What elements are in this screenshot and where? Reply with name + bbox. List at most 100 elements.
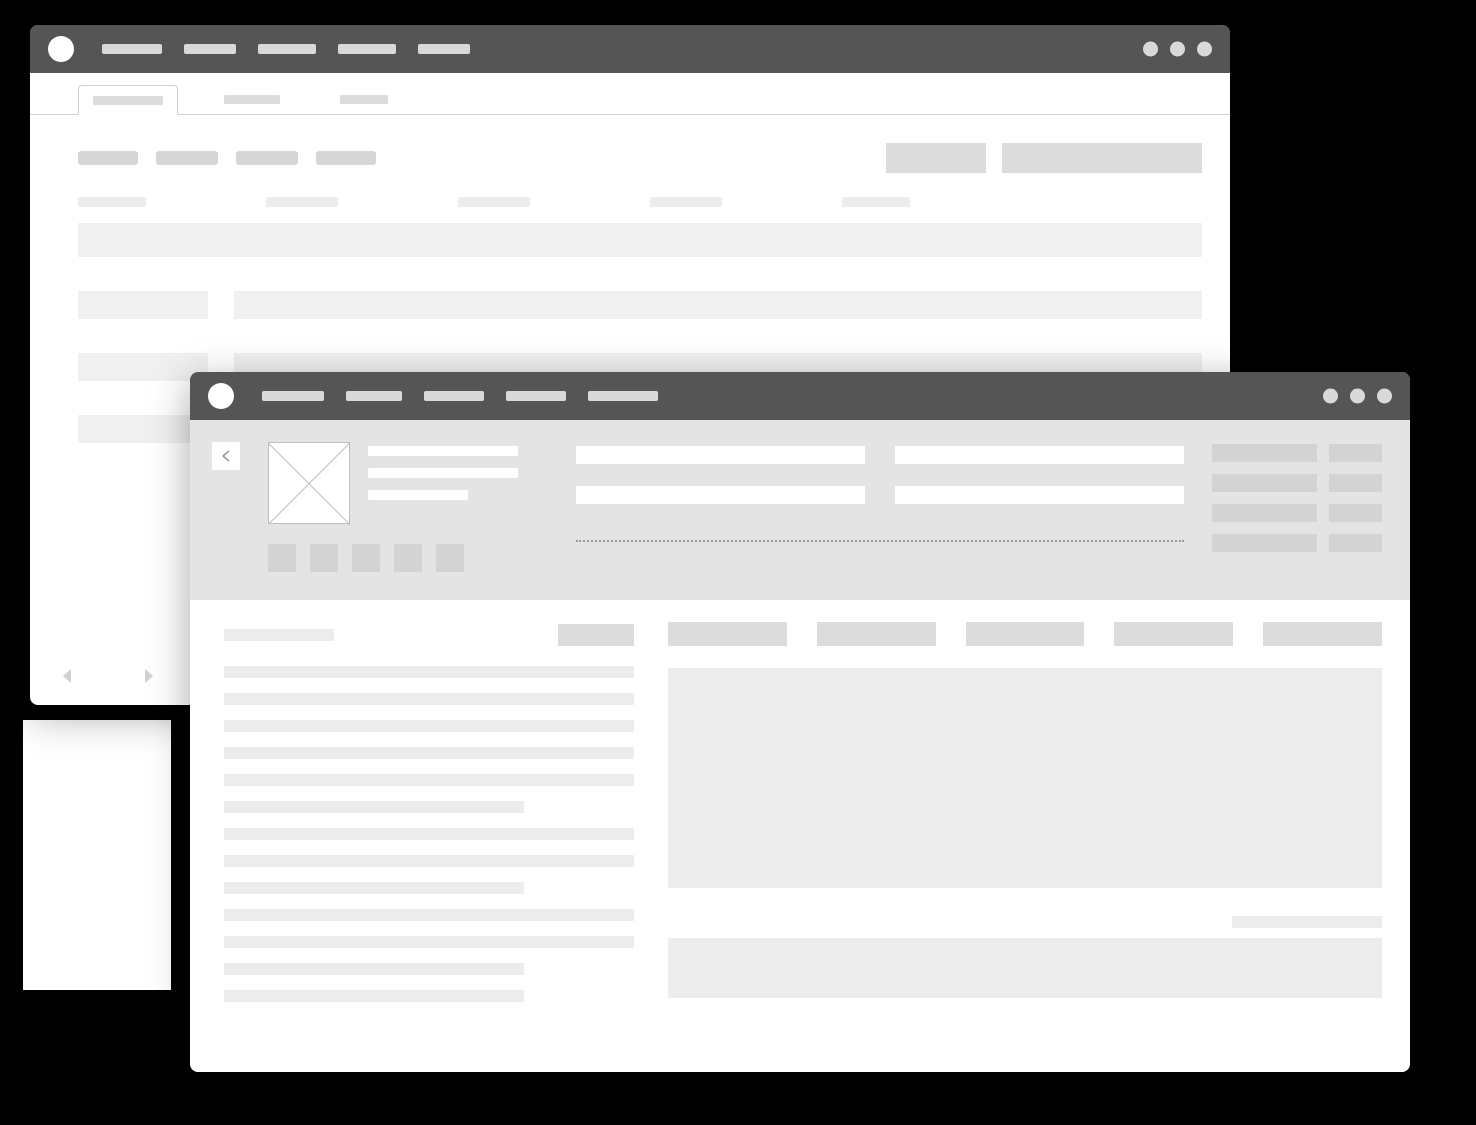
text-line — [224, 774, 634, 786]
text-line — [224, 747, 634, 759]
tab-label — [224, 95, 280, 104]
back-button[interactable] — [212, 442, 240, 470]
description-column — [224, 622, 634, 1072]
stat-label — [1212, 444, 1317, 462]
profile-text-line — [368, 468, 518, 478]
minimize-icon[interactable] — [1143, 42, 1158, 57]
field-row — [576, 486, 1184, 504]
profile-block — [268, 442, 548, 572]
text-line — [224, 882, 524, 894]
prev-page-icon[interactable] — [58, 666, 78, 691]
filter-pill[interactable] — [236, 151, 298, 165]
field-row — [576, 446, 1184, 464]
action-chip[interactable] — [394, 544, 422, 572]
titlebar — [30, 25, 1230, 73]
tab[interactable] — [78, 85, 178, 115]
stat-value — [1329, 444, 1382, 462]
detail-content — [190, 600, 1410, 1072]
field-value — [576, 486, 865, 504]
close-icon[interactable] — [1377, 389, 1392, 404]
section-title — [224, 629, 334, 641]
toolbar-button[interactable] — [886, 143, 986, 173]
text-line — [224, 828, 634, 840]
detail-hero — [190, 420, 1410, 600]
menu-item[interactable] — [588, 391, 658, 401]
text-line — [224, 990, 524, 1002]
app-menu — [262, 391, 658, 401]
summary-stats — [1212, 442, 1382, 572]
stat-row — [1212, 504, 1382, 522]
stat-label — [1212, 474, 1317, 492]
toolbar — [30, 115, 1230, 173]
maximize-icon[interactable] — [1350, 389, 1365, 404]
row-value — [234, 291, 1202, 319]
minimize-icon[interactable] — [1323, 389, 1338, 404]
text-line — [224, 666, 634, 678]
column-header — [842, 197, 910, 207]
detail-tab[interactable] — [966, 622, 1085, 646]
text-line — [224, 936, 634, 948]
menu-item[interactable] — [418, 44, 470, 54]
column-header — [458, 197, 530, 207]
stat-row — [1212, 444, 1382, 462]
tab-label — [340, 95, 388, 104]
field-value — [576, 446, 865, 464]
detail-tab[interactable] — [817, 622, 936, 646]
divider — [576, 540, 1184, 542]
decorative-block — [23, 720, 171, 990]
window-controls[interactable] — [1143, 42, 1212, 57]
tab-strip — [30, 73, 1230, 115]
field-value — [895, 446, 1184, 464]
next-page-icon[interactable] — [138, 666, 158, 691]
detail-tabs-column — [668, 622, 1382, 1072]
text-line — [224, 693, 634, 705]
text-line — [224, 801, 524, 813]
stat-label — [1212, 534, 1317, 552]
detail-tab[interactable] — [1114, 622, 1233, 646]
menu-item[interactable] — [424, 391, 484, 401]
menu-item[interactable] — [258, 44, 316, 54]
action-chip[interactable] — [310, 544, 338, 572]
filter-pill[interactable] — [78, 151, 138, 165]
filter-pill[interactable] — [316, 151, 376, 165]
titlebar — [190, 372, 1410, 420]
menu-item[interactable] — [184, 44, 236, 54]
menu-item[interactable] — [338, 44, 396, 54]
close-icon[interactable] — [1197, 42, 1212, 57]
column-header — [78, 197, 146, 207]
table-row[interactable] — [78, 291, 1202, 319]
window-front — [190, 372, 1410, 1072]
table-row[interactable] — [78, 223, 1202, 257]
toolbar-button[interactable] — [1002, 143, 1202, 173]
action-chip[interactable] — [436, 544, 464, 572]
stat-value — [1329, 504, 1382, 522]
stat-row — [1212, 534, 1382, 552]
app-menu — [102, 44, 470, 54]
text-line — [224, 909, 634, 921]
stat-value — [1329, 534, 1382, 552]
row-key — [78, 353, 208, 381]
tab[interactable] — [326, 84, 402, 114]
text-line — [224, 963, 524, 975]
content-panel — [668, 668, 1382, 888]
menu-item[interactable] — [346, 391, 402, 401]
detail-tab[interactable] — [1263, 622, 1382, 646]
action-chip[interactable] — [352, 544, 380, 572]
section-action-button[interactable] — [558, 624, 634, 646]
detail-tab[interactable] — [668, 622, 787, 646]
window-controls[interactable] — [1323, 389, 1392, 404]
action-chips — [268, 544, 548, 572]
filter-pill[interactable] — [156, 151, 218, 165]
menu-item[interactable] — [102, 44, 162, 54]
menu-item[interactable] — [506, 391, 566, 401]
image-placeholder-icon — [268, 442, 350, 524]
text-line — [224, 720, 634, 732]
tab[interactable] — [210, 84, 294, 114]
action-chip[interactable] — [268, 544, 296, 572]
menu-item[interactable] — [262, 391, 324, 401]
stat-label — [1212, 504, 1317, 522]
column-headers — [30, 173, 1230, 217]
maximize-icon[interactable] — [1170, 42, 1185, 57]
field-value — [895, 486, 1184, 504]
footer-link[interactable] — [1232, 916, 1382, 928]
